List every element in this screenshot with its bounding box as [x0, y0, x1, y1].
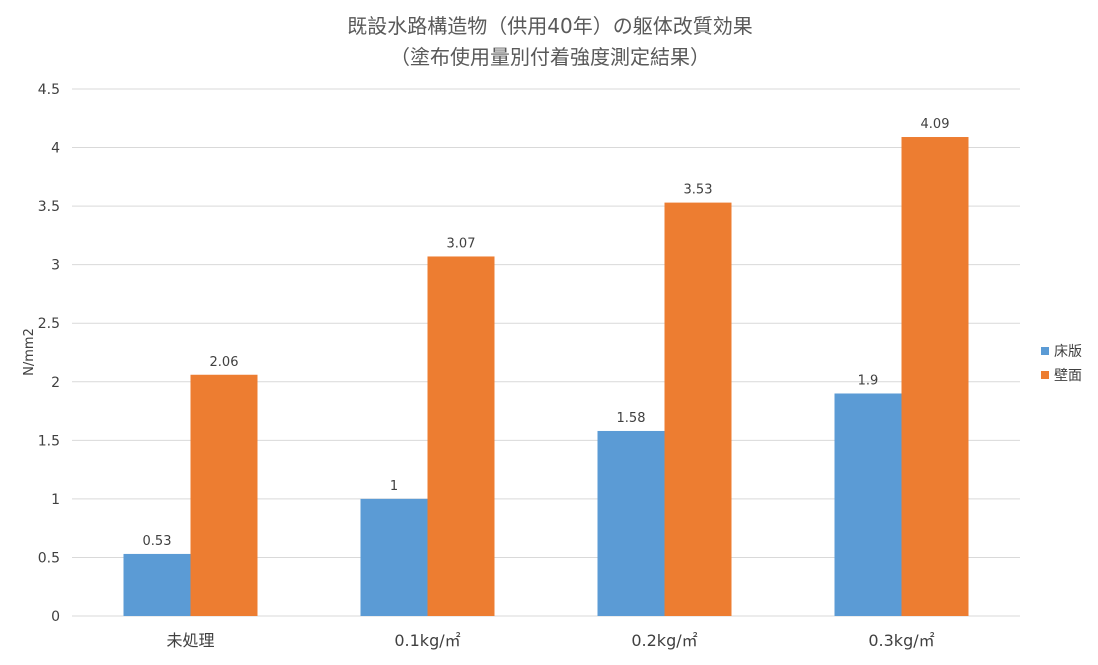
y-tick-label: 2: [51, 375, 60, 391]
legend-swatch: [1041, 347, 1049, 355]
y-tick-label: 4: [51, 141, 60, 157]
data-label: 0.53: [143, 534, 172, 549]
bar-series2: [427, 256, 495, 616]
bar-series1: [834, 393, 902, 616]
data-label: 4.09: [921, 117, 950, 132]
legend-label: 床版: [1054, 344, 1082, 360]
bar-series1: [360, 498, 428, 616]
legend-label: 壁面: [1054, 368, 1082, 384]
x-category-label: 未処理: [166, 631, 214, 650]
y-axis-label: N/mm2: [22, 328, 37, 376]
chart-subtitle: （塗布使用量別付着強度測定結果）: [390, 45, 710, 69]
x-category-label: 0.1kg/㎡: [394, 631, 460, 650]
y-tick-label: 3: [51, 258, 60, 274]
data-labels: 0.53 2.06 未処理 1 3.07 0.1kg/㎡ 1.58 3.53 0.2kg/㎡ 1.…: [143, 117, 950, 650]
y-tick-label: 0: [51, 609, 60, 625]
bar-series2: [901, 137, 969, 616]
y-tick-label: 1.5: [38, 433, 60, 449]
data-label: 1: [390, 479, 398, 494]
legend-swatch: [1041, 371, 1049, 379]
data-label: 3.53: [684, 183, 713, 198]
y-tick-label: 1: [51, 492, 60, 508]
bars: [123, 137, 969, 616]
data-label: 1.9: [858, 373, 879, 388]
bar-series2: [664, 202, 732, 616]
x-category-label: 0.3kg/㎡: [868, 631, 934, 650]
chart-title: 既設水路構造物（供用40年）の躯体改質効果: [347, 14, 752, 38]
x-category-label: 0.2kg/㎡: [631, 631, 697, 650]
data-label: 1.58: [617, 411, 646, 426]
data-label: 3.07: [447, 236, 476, 251]
bar-series1: [123, 553, 191, 616]
data-label: 2.06: [210, 355, 239, 370]
y-tick-label: 4.5: [38, 82, 60, 98]
bar-series1: [597, 430, 665, 616]
bar-series2: [190, 374, 258, 616]
gridlines: 0 0.5 1 1.5 2 2.5 3 3.5 4 4.5: [38, 82, 1020, 625]
y-tick-label: 2.5: [38, 316, 60, 332]
y-tick-label: 3.5: [38, 199, 60, 215]
y-tick-label: 0.5: [38, 550, 60, 566]
